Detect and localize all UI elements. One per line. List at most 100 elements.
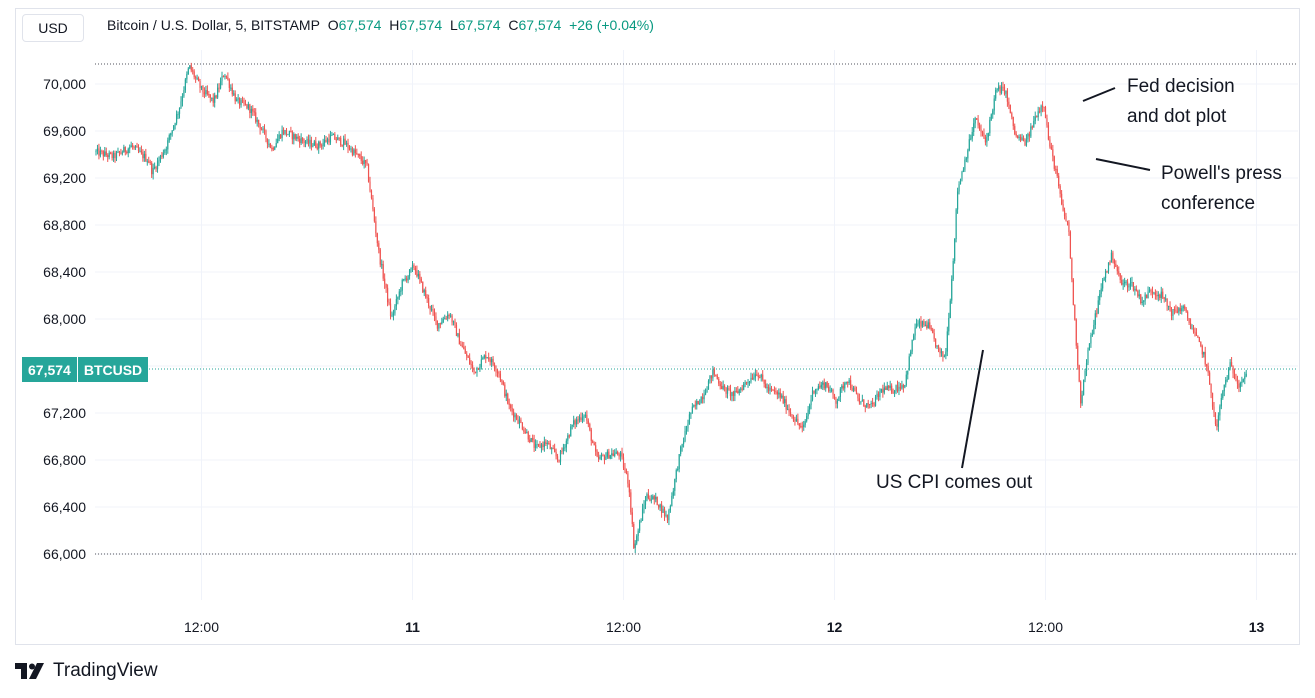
- candle-body: [227, 77, 229, 80]
- candle-body: [189, 65, 191, 69]
- candle-body: [619, 452, 622, 457]
- candle-body: [567, 435, 569, 441]
- candle-body: [457, 333, 459, 336]
- candle-body: [332, 134, 334, 136]
- candle-body: [681, 444, 683, 447]
- candle-body: [631, 512, 633, 525]
- candle-body: [420, 278, 422, 282]
- candle-body: [1165, 298, 1167, 300]
- candle-body: [518, 419, 521, 424]
- candle-body: [546, 443, 548, 445]
- candle-body: [652, 496, 654, 500]
- candle-body: [678, 454, 680, 469]
- cpi-callout-line: [961, 349, 984, 469]
- currency-button[interactable]: USD: [22, 14, 84, 42]
- candle-body: [646, 494, 648, 501]
- candle-body: [110, 152, 112, 154]
- candle-body: [779, 392, 781, 398]
- candle-body: [1090, 335, 1092, 344]
- candle-body: [798, 423, 800, 426]
- candle-body: [502, 381, 504, 385]
- candle-body: [1209, 372, 1211, 385]
- candle-body: [480, 359, 482, 367]
- candle-body: [132, 145, 134, 148]
- candle-body: [422, 281, 424, 293]
- candle-body: [297, 136, 299, 139]
- candle-body: [294, 134, 296, 139]
- symbol-header: Bitcoin / U.S. Dollar, 5, BITSTAMP O67,5…: [107, 17, 654, 33]
- candle-body: [461, 345, 463, 347]
- candle-body: [136, 146, 138, 148]
- candle-body: [382, 264, 384, 279]
- candle-body: [1143, 300, 1145, 302]
- candle-body: [828, 386, 830, 392]
- candle-body: [716, 375, 718, 379]
- candle-body: [439, 323, 441, 325]
- candle-body: [995, 90, 997, 99]
- candle-body: [159, 155, 162, 160]
- candle-body: [501, 380, 503, 382]
- candle-body: [285, 130, 288, 135]
- candle-body: [882, 389, 884, 393]
- candle-body: [1009, 104, 1011, 114]
- fed-annotation: Fed decision and dot plot: [1127, 72, 1235, 132]
- candle-body: [704, 392, 707, 395]
- y-tick-label: 68,000: [43, 311, 86, 327]
- candle-body: [1036, 116, 1038, 118]
- candle-body: [1014, 126, 1016, 134]
- candle-body: [577, 419, 579, 421]
- candle-body: [463, 346, 465, 349]
- candle-body: [877, 393, 880, 397]
- candle-body: [990, 114, 992, 120]
- candle-body: [803, 424, 805, 428]
- candle-body: [851, 388, 853, 391]
- candle-body: [170, 133, 172, 136]
- candle-body: [259, 123, 261, 130]
- candle-body: [479, 366, 481, 370]
- candle-body: [148, 161, 150, 163]
- candle-body: [548, 443, 550, 445]
- candle-body: [766, 386, 768, 389]
- candle-body: [888, 385, 890, 388]
- candle-body: [540, 444, 543, 448]
- tradingview-brand[interactable]: TradingView: [15, 660, 158, 682]
- candle-body: [1128, 286, 1130, 288]
- candle-body: [1116, 267, 1118, 272]
- candle-body: [713, 369, 715, 375]
- candle-body: [826, 382, 828, 387]
- chart-frame: [15, 8, 1300, 645]
- candle-body: [1197, 335, 1199, 338]
- candle-body: [322, 142, 324, 146]
- candle-body: [891, 385, 893, 393]
- candle-body: [873, 403, 875, 406]
- candle-body: [154, 167, 156, 169]
- candle-body: [272, 147, 274, 150]
- candle-body: [1027, 133, 1029, 140]
- candle-body: [1113, 260, 1115, 264]
- candle-body: [281, 129, 283, 138]
- candle-body: [1138, 294, 1140, 297]
- candle-body: [949, 300, 951, 319]
- candle-body: [338, 137, 340, 139]
- candle-body: [345, 142, 348, 145]
- candle-body: [908, 356, 910, 371]
- fed-annotation-line2: and dot plot: [1127, 106, 1227, 127]
- candle-body: [454, 321, 456, 326]
- candle-body: [845, 382, 847, 384]
- candle-body: [825, 382, 827, 389]
- candle-body: [1238, 383, 1240, 388]
- candle-body: [762, 374, 764, 380]
- candle-body: [760, 374, 762, 378]
- candle-body: [857, 394, 859, 399]
- low-value: 67,574: [457, 17, 501, 33]
- candle-body: [559, 450, 562, 462]
- candle-body: [735, 390, 737, 392]
- candle-body: [102, 151, 104, 157]
- candle-body: [430, 309, 433, 311]
- candle-body: [769, 387, 771, 391]
- candle-body: [841, 385, 843, 389]
- candle-body: [470, 363, 472, 366]
- candle-body: [1094, 313, 1096, 325]
- candle-body: [734, 390, 736, 396]
